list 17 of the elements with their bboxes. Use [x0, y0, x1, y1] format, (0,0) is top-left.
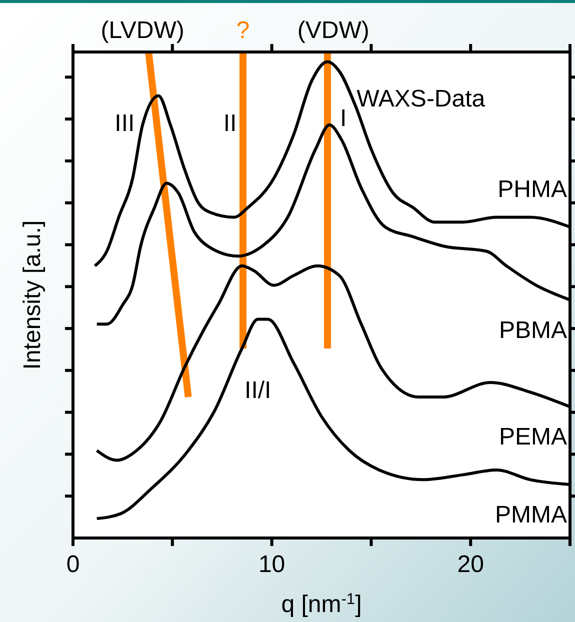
x-tick-label: 0	[66, 551, 80, 578]
annotation: II	[223, 110, 237, 138]
annotation: WAXS-Data	[356, 86, 486, 113]
text: ?	[236, 17, 250, 44]
text: (LVDW)	[100, 17, 184, 44]
annotation: II/I	[244, 378, 272, 405]
annotation: III	[114, 110, 135, 138]
annotation: I	[340, 105, 347, 132]
x-axis-title: q [nm$^{-1}$]	[281, 590, 362, 618]
legend-label: PMMA	[495, 501, 567, 528]
x-tick-label: 10	[258, 551, 286, 578]
text: (VDW)	[297, 17, 370, 44]
x-tick-label: 20	[457, 551, 484, 578]
legend-label: PBMA	[498, 316, 567, 344]
legend-label: PEMA	[498, 424, 567, 451]
legend-label: PHMA	[498, 176, 567, 203]
y-axis-title: Intensity [a.u.]	[19, 220, 46, 370]
